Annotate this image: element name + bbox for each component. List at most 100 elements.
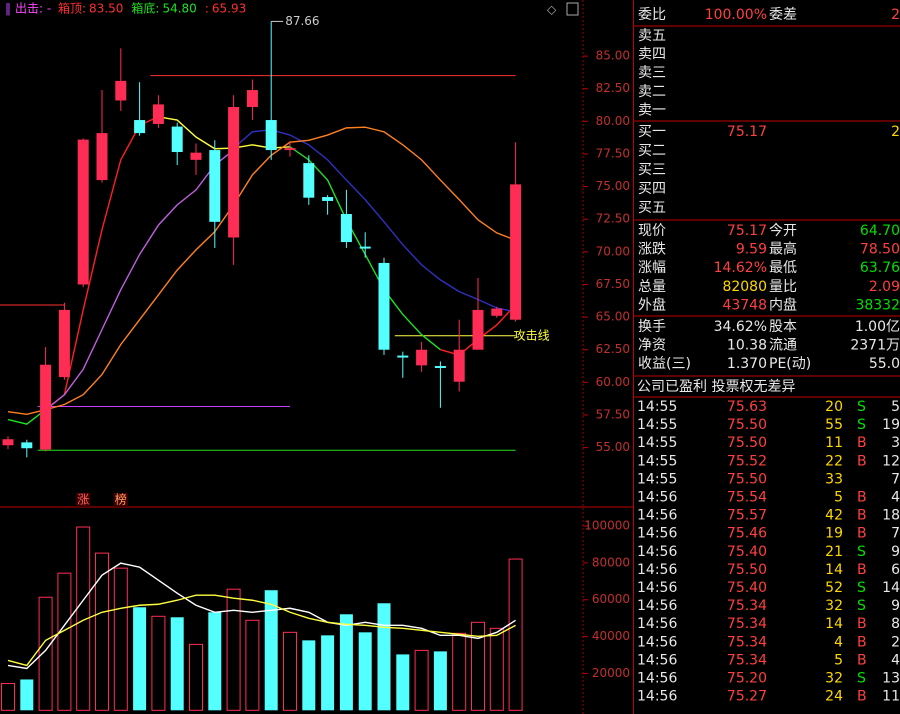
header-value: 54.80 <box>162 2 196 16</box>
candle-body <box>152 104 164 124</box>
volume-bar <box>76 526 91 711</box>
panel-text: 9.59 <box>736 242 767 258</box>
panel-text: 75.40 <box>727 580 767 596</box>
candle-body <box>21 442 33 449</box>
line <box>7 594 516 667</box>
volume-bar <box>20 679 34 711</box>
panel-text: 外盘 <box>638 296 666 313</box>
header-value: 65.93 <box>212 2 246 16</box>
panel-text: 公司已盈利 投票权无差异 <box>637 379 795 395</box>
panel-text: 52 <box>825 580 843 596</box>
y-tick-label: 57.50 <box>596 407 630 421</box>
panel-text: 14 <box>825 562 843 578</box>
y-tick-label: 100000 <box>584 519 630 533</box>
panel-text: 股本 <box>769 319 797 335</box>
high-label: 87.66 <box>285 14 319 28</box>
volume-bar <box>377 603 391 711</box>
volume-bar <box>38 596 53 711</box>
volume-bar <box>113 567 128 711</box>
panel-text: 3 <box>891 435 900 451</box>
panel-text: 8 <box>891 616 900 632</box>
panel-text: 4 <box>891 652 900 668</box>
panel-text: 2.09 <box>869 279 900 295</box>
panel-text: 4 <box>834 634 843 650</box>
panel-text: 现价 <box>638 223 666 239</box>
panel-text: 75.50 <box>727 417 767 433</box>
panel-text: 19 <box>825 526 843 542</box>
volume-bar <box>133 607 147 711</box>
panel-text: 最高 <box>769 241 797 258</box>
panel-text: 最低 <box>769 260 797 276</box>
panel-text: S <box>857 399 866 415</box>
y-tick-label: 70.00 <box>596 244 630 258</box>
panel-text: 14:56 <box>637 652 677 668</box>
panel-text: B <box>857 562 867 578</box>
panel-text: 1.00亿 <box>855 319 900 335</box>
panel-text: 22 <box>825 453 843 469</box>
volume-bar <box>264 590 278 711</box>
y-tick-label: 20000 <box>592 666 630 680</box>
volume-bar <box>151 615 166 711</box>
candle-body <box>378 262 390 350</box>
tag: 涨 <box>77 492 89 507</box>
panel-text: 买四 <box>638 181 666 197</box>
collapse-icon[interactable]: ◇ <box>547 3 557 17</box>
panel-text: 2371万 <box>850 338 900 354</box>
panel-text: 14:55 <box>637 417 677 433</box>
panel-text: 量比 <box>769 279 797 295</box>
candle-body <box>246 90 258 108</box>
panel-text: 75.34 <box>727 652 767 668</box>
pane-marker: ‖ <box>5 2 11 16</box>
panel-text: 14:56 <box>637 634 677 650</box>
panel-text: 委比 <box>638 7 666 23</box>
window-icon[interactable] <box>566 2 579 16</box>
panel-text: 32 <box>825 671 843 687</box>
candle-body <box>397 355 409 358</box>
candle-body <box>265 120 277 151</box>
header-value: 83.50 <box>89 2 123 16</box>
volume-bar <box>1 682 15 711</box>
panel-text: 9 <box>891 544 900 560</box>
y-tick-label: 77.50 <box>596 146 630 160</box>
panel-text: 买五 <box>638 200 666 216</box>
panel-text: B <box>857 508 867 524</box>
volume-bar <box>226 588 241 711</box>
panel-text: 100.00% <box>705 7 767 23</box>
panel-text: S <box>857 544 866 560</box>
panel-text: 总量 <box>638 279 666 295</box>
volume-bar <box>57 572 72 711</box>
panel-text: 14:56 <box>637 580 677 596</box>
volume-bar <box>452 632 467 711</box>
volume-bar <box>508 558 523 711</box>
panel-text: 75.63 <box>727 399 767 415</box>
panel-text: 38332 <box>855 297 900 313</box>
panel-text: 卖一 <box>638 102 666 118</box>
panel-text: 涨跌 <box>638 242 666 258</box>
panel-text: 买二 <box>638 143 666 159</box>
y-tick-label: 55.00 <box>596 440 630 454</box>
panel-text: 75.17 <box>727 124 767 140</box>
panel-text: 14:55 <box>637 435 677 451</box>
panel-text: B <box>857 652 867 668</box>
panel-text: 75.34 <box>727 634 767 650</box>
panel-text: S <box>857 598 866 614</box>
panel-text: 42 <box>825 508 843 524</box>
candle-body <box>434 366 446 368</box>
panel-text: 82080 <box>722 279 767 295</box>
panel-text: 14:56 <box>637 689 677 705</box>
panel-text: 75.20 <box>727 671 767 687</box>
panel-text: 卖二 <box>638 84 666 100</box>
volume-bar <box>283 631 297 711</box>
panel-text: 10.38 <box>727 338 767 354</box>
panel-text: 19 <box>882 417 900 433</box>
panel-text: 5 <box>834 490 843 506</box>
header-label: 箱顶: <box>58 1 86 16</box>
panel-text: B <box>857 435 867 451</box>
panel-text: 14:55 <box>637 453 677 469</box>
header-label: : <box>205 2 209 16</box>
panel-text: 75.50 <box>727 562 767 578</box>
volume-bar <box>471 621 485 711</box>
panel-text: 12 <box>882 453 900 469</box>
panel-text: 2 <box>891 634 900 650</box>
